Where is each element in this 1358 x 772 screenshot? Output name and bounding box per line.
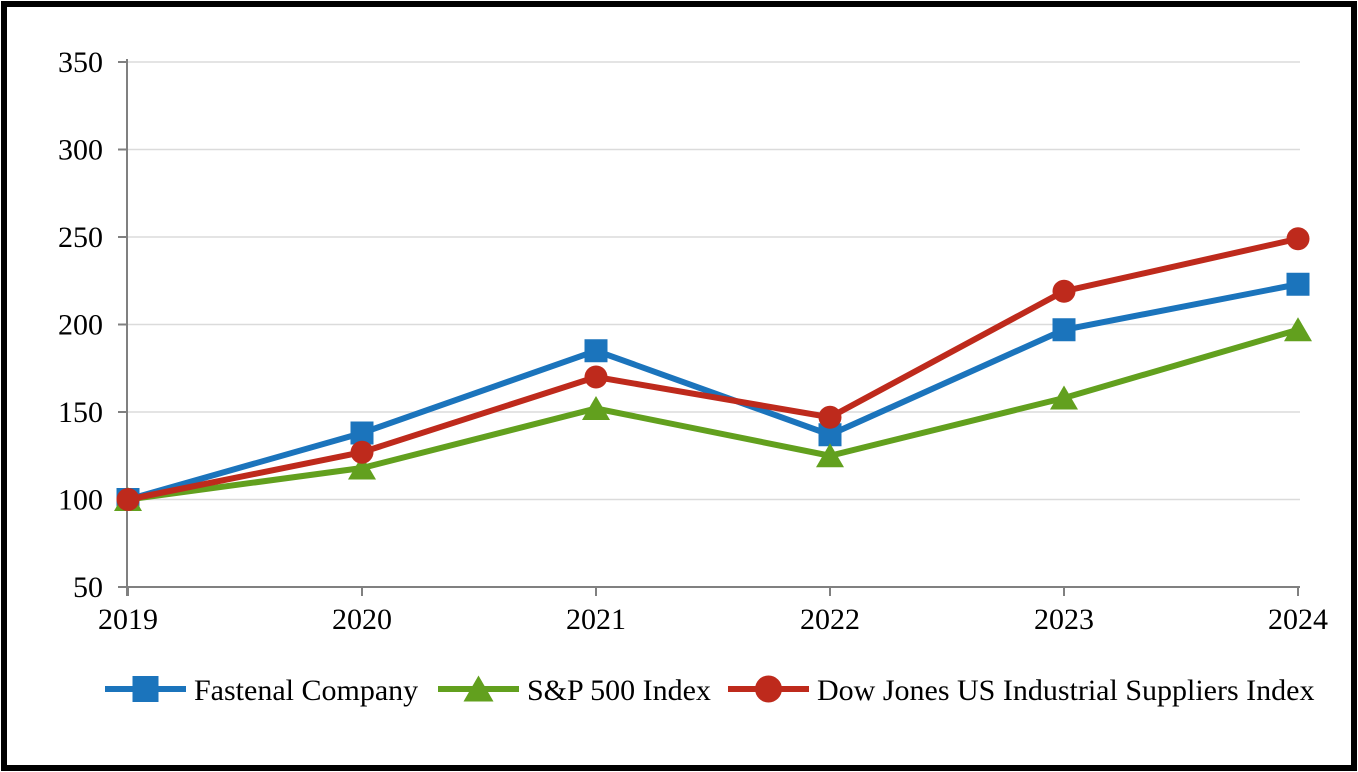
x-tick-label: 2019 <box>98 603 158 636</box>
x-tick-label: 2024 <box>1268 603 1328 636</box>
square-marker <box>818 423 842 447</box>
series-line <box>127 235 1299 503</box>
square-marker <box>132 676 159 702</box>
x-axis-labels: 2019 2020 2021 2022 2023 2024 <box>98 603 1328 636</box>
circle-marker <box>116 488 140 511</box>
x-tick-label: 2022 <box>800 603 860 636</box>
legend-item: Dow Jones US Industrial Suppliers Index <box>728 674 1314 707</box>
y-tick-label: 200 <box>58 309 103 342</box>
legend-item: Fastenal Company <box>105 674 418 707</box>
y-axis-labels: 50 100 150 200 250 300 350 <box>58 46 103 604</box>
circle-marker <box>350 440 374 464</box>
y-tick-label: 350 <box>58 46 103 79</box>
legend: Fastenal Company S&P 500 Index Dow Jones U… <box>105 674 1314 707</box>
legend-label: Fastenal Company <box>194 674 418 707</box>
series-2 <box>116 227 1310 511</box>
gridlines <box>127 61 1300 501</box>
y-tick-label: 150 <box>58 396 103 429</box>
x-tick-label: 2023 <box>1034 603 1094 636</box>
circle-marker <box>1286 227 1310 251</box>
series-line <box>127 326 1299 503</box>
triangle-marker <box>1284 317 1312 342</box>
series-line <box>127 281 1299 503</box>
data-series <box>114 227 1312 511</box>
y-tick-label: 100 <box>58 484 103 517</box>
triangle-marker <box>582 396 610 420</box>
triangle-marker <box>463 675 494 702</box>
y-tick-label: 300 <box>58 134 103 167</box>
circle-marker <box>818 405 842 429</box>
square-marker <box>1286 272 1310 296</box>
square-marker <box>350 421 374 445</box>
square-marker <box>584 339 608 363</box>
triangle-marker <box>1050 385 1078 410</box>
triangle-marker <box>816 443 844 468</box>
legend-label: Dow Jones US Industrial Suppliers Index <box>817 674 1314 707</box>
circle-marker <box>584 365 608 389</box>
y-tick-label: 250 <box>58 221 103 254</box>
x-tick-label: 2020 <box>332 603 392 636</box>
circle-marker <box>1052 279 1076 303</box>
x-tick-label: 2021 <box>566 603 626 636</box>
y-tick-label: 50 <box>73 571 103 604</box>
square-marker <box>1052 318 1076 342</box>
triangle-marker <box>348 455 376 480</box>
circle-marker <box>755 675 782 703</box>
legend-item: S&P 500 Index <box>438 674 711 707</box>
legend-label: S&P 500 Index <box>527 674 711 707</box>
